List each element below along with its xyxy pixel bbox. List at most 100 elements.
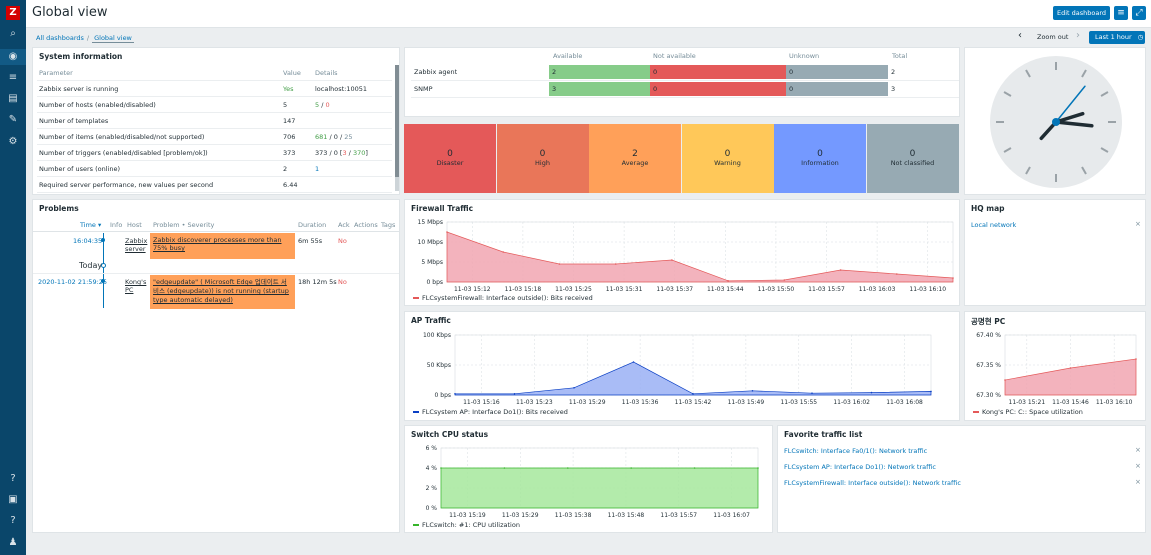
interface-type: SNMP <box>414 85 433 93</box>
severity-average[interactable]: 2 Average <box>589 124 681 193</box>
details-part: / <box>319 101 326 109</box>
severity-label: Warning <box>714 159 741 167</box>
scrollbar[interactable] <box>395 65 399 191</box>
fullscreen-icon[interactable]: ⤢ <box>1132 6 1146 20</box>
data-point <box>757 467 759 469</box>
problem-name[interactable]: Zabbix discoverer processes more than 75… <box>150 233 295 259</box>
severity-disaster[interactable]: 0 Disaster <box>404 124 496 193</box>
close-icon[interactable]: × <box>1135 446 1141 454</box>
user-settings-icon[interactable]: ♟ <box>8 537 18 548</box>
edit-dashboard-button[interactable]: Edit dashboard <box>1053 6 1110 20</box>
param-label: Number of users (online) <box>39 165 121 173</box>
configuration-icon[interactable]: ✎ <box>8 114 18 125</box>
chevron-left-icon[interactable]: ‹ <box>1018 30 1022 41</box>
not-available-count[interactable]: 0 <box>650 65 786 79</box>
switch-cpu-graph[interactable]: 6 % 4 % 2 % 0 % 11-03 15:19 11-03 15:29 11-03 … <box>405 426 774 534</box>
param-label: Number of templates <box>39 117 109 125</box>
x-tick-label: 11-03 16:10 <box>909 286 946 293</box>
x-tick-label: 11-03 15:48 <box>608 512 645 519</box>
legend-swatch <box>413 524 419 526</box>
param-value: 6.44 <box>283 181 298 189</box>
severity-not-classified[interactable]: 0 Not classified <box>866 124 959 193</box>
administration-icon[interactable]: ⚙ <box>8 136 18 147</box>
y-tick-label: 4 % <box>426 465 438 472</box>
problem-time[interactable]: 2020-11-02 21:59:25 <box>38 278 108 286</box>
y-tick-label: 15 Mbps <box>418 219 443 226</box>
favorite-item[interactable]: FLCswitch: Interface Fa0/1(): Network tr… <box>784 447 928 455</box>
series-area <box>454 361 932 396</box>
total-count[interactable]: 3 <box>891 85 896 93</box>
col-available: Available <box>553 52 583 60</box>
severity-warning[interactable]: 0 Warning <box>681 124 774 193</box>
breadcrumb-all-dashboards[interactable]: All dashboards <box>36 34 84 42</box>
scrollbar-thumb[interactable] <box>395 65 399 177</box>
interface-type: Zabbix agent <box>414 68 458 76</box>
table-row: Number of items (enabled/disabled/not su… <box>37 129 392 145</box>
close-icon[interactable]: × <box>1135 462 1141 470</box>
list-icon[interactable]: ≡ <box>1114 6 1128 20</box>
zoom-out-button[interactable]: Zoom out <box>1037 33 1069 41</box>
problem-ack[interactable]: No <box>338 237 347 245</box>
available-count[interactable]: 3 <box>549 82 650 96</box>
problems-by-severity-widget: 0 Disaster 0 High 2 Average 0 Warning 0 Informati… <box>404 121 960 195</box>
problem-time[interactable]: 16:04:35 <box>73 237 103 245</box>
close-icon[interactable]: × <box>1135 220 1141 228</box>
data-point <box>811 392 813 394</box>
search-icon[interactable]: ⌕ <box>10 28 16 39</box>
breadcrumb: All dashboards / Global view <box>36 34 134 43</box>
problem-host[interactable]: Kong's PC <box>125 278 147 294</box>
x-tick-label: 11-03 16:07 <box>713 512 750 519</box>
system-information-widget: System information Parameter Value Detai… <box>32 47 400 195</box>
severity-count: 0 <box>539 149 546 159</box>
x-tick-label: 11-03 16:10 <box>1096 399 1133 406</box>
clock-tick <box>1003 91 1012 97</box>
reports-icon[interactable]: ▤ <box>8 93 18 104</box>
data-point <box>751 390 754 392</box>
clock-tick <box>1025 69 1031 78</box>
severity-high[interactable]: 0 High <box>496 124 589 193</box>
timeline-dot <box>101 238 105 242</box>
y-tick-label: 67.35 % <box>976 362 1001 369</box>
ap-traffic-graph[interactable]: 100 Kbps 50 Kbps 0 bps 11-03 15:16 11-03 15:… <box>405 312 961 422</box>
widget-title: Switch CPU status <box>411 430 489 439</box>
unknown-count[interactable]: 0 <box>786 82 888 96</box>
problem-name[interactable]: "edgeupdate" ( Microsoft Edge 업데이트 서비스 (… <box>150 275 295 309</box>
col-duration: Duration <box>298 221 327 229</box>
x-tick-label: 11-03 15:18 <box>505 286 542 293</box>
close-icon[interactable]: × <box>1135 478 1141 486</box>
chevron-right-icon[interactable]: › <box>1076 30 1080 41</box>
switch-cpu-widget: Switch CPU status 6 % 4 % 2 % 0 % 11-03 15:1… <box>404 425 773 533</box>
problem-ack[interactable]: No <box>338 278 347 286</box>
share-icon[interactable]: ▣ <box>8 494 18 505</box>
available-count[interactable]: 2 <box>549 65 650 79</box>
kong-pc-graph[interactable]: 67.40 % 67.35 % 67.30 % 11-03 15:21 11-03 15… <box>965 312 1147 422</box>
map-link-local-network[interactable]: Local network <box>971 221 1017 229</box>
time-period-button[interactable]: Last 1 hour ◷ <box>1089 31 1145 44</box>
inventory-icon[interactable]: ≡ <box>8 72 18 83</box>
favorite-item[interactable]: FLCsystem AP: Interface Do1(): Network t… <box>784 463 936 471</box>
table-row: Number of triggers (enabled/disabled [pr… <box>37 145 392 161</box>
severity-information[interactable]: 0 Information <box>774 124 866 193</box>
support-icon[interactable]: ? <box>10 473 16 484</box>
graph-legend: FLCsystem AP: Interface Do1(): Bits rece… <box>413 408 568 416</box>
favorite-item[interactable]: FLCsystemFirewall: Interface outside(): … <box>784 479 961 487</box>
col-time[interactable]: Time ▾ <box>80 221 102 229</box>
time-period-label: Last 1 hour <box>1095 33 1132 41</box>
kong-pc-widget: 공명현 PC 67.40 % 67.35 % 67.30 % 11-03 15:21 1… <box>964 311 1146 421</box>
monitoring-icon[interactable]: ◉ <box>0 49 26 65</box>
help-icon[interactable]: ? <box>10 515 16 526</box>
param-details: 5 / 0 <box>315 101 330 109</box>
data-point <box>513 393 516 395</box>
param-label: Required server performance, new values … <box>39 181 214 189</box>
zabbix-logo[interactable]: Z <box>6 6 20 20</box>
breadcrumb-global-view[interactable]: Global view <box>92 34 134 43</box>
col-details: Details <box>315 69 338 77</box>
unknown-count[interactable]: 0 <box>786 65 888 79</box>
x-tick-label: 11-03 15:12 <box>454 286 491 293</box>
firewall-traffic-graph[interactable]: 15 Mbps 10 Mbps 5 Mbps 0 bps 11-03 15:12 11-0… <box>405 200 961 307</box>
severity-count: 0 <box>447 149 453 159</box>
problem-host[interactable]: Zabbix server <box>125 237 148 253</box>
total-count[interactable]: 2 <box>891 68 896 76</box>
y-tick-label: 50 Kbps <box>427 362 451 369</box>
not-available-count[interactable]: 0 <box>650 82 786 96</box>
